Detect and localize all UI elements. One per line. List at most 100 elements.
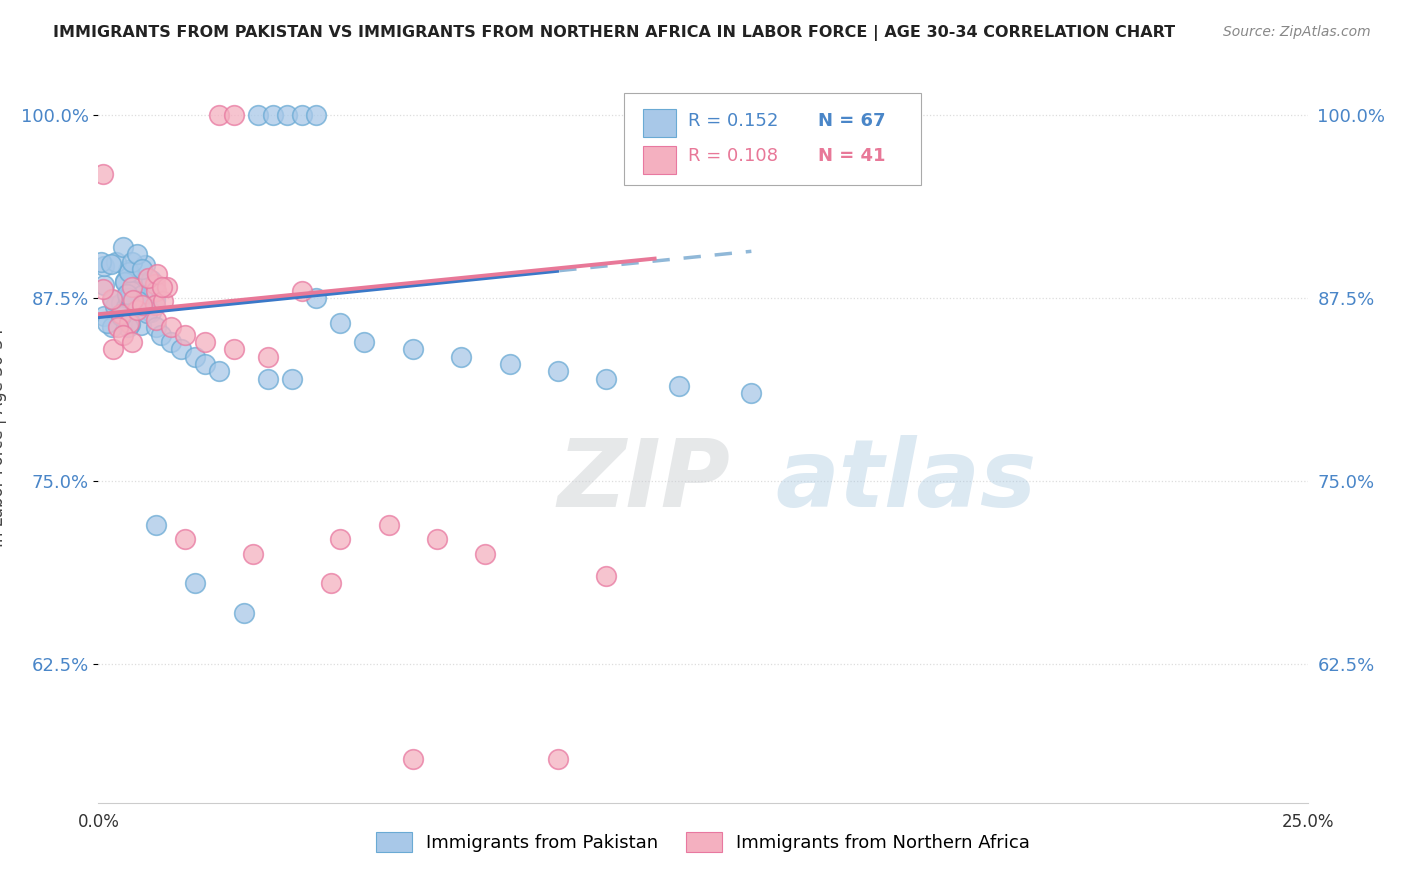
Point xyxy=(256,371,278,385)
Point xyxy=(105,254,128,268)
Point xyxy=(194,334,217,349)
Point xyxy=(174,327,197,342)
Point xyxy=(305,108,328,122)
Point xyxy=(121,254,143,268)
Point xyxy=(145,284,167,298)
Point xyxy=(93,259,115,273)
Point xyxy=(101,343,124,357)
Text: N = 41: N = 41 xyxy=(818,146,886,165)
Point xyxy=(110,295,132,310)
Point xyxy=(118,265,141,279)
Point xyxy=(377,517,399,532)
Point xyxy=(111,327,134,342)
Point xyxy=(276,108,298,122)
Point xyxy=(93,309,115,323)
Point xyxy=(125,303,148,318)
Point xyxy=(96,316,118,330)
Point xyxy=(146,267,169,281)
Point xyxy=(110,306,132,320)
Bar xyxy=(643,146,676,174)
Point xyxy=(141,305,163,319)
Point xyxy=(100,257,122,271)
Point xyxy=(136,270,159,285)
Point xyxy=(668,379,690,393)
Text: R = 0.108: R = 0.108 xyxy=(689,146,779,165)
Point xyxy=(134,259,156,273)
Text: atlas: atlas xyxy=(776,435,1036,527)
Point xyxy=(145,517,167,532)
Point xyxy=(118,316,141,330)
FancyBboxPatch shape xyxy=(624,94,921,185)
Point xyxy=(547,752,569,766)
Point xyxy=(117,320,139,334)
Point xyxy=(498,357,520,371)
Point xyxy=(329,533,352,547)
Point xyxy=(121,293,143,307)
Point xyxy=(135,306,157,320)
Point xyxy=(115,287,138,301)
Point xyxy=(353,334,375,349)
Point xyxy=(143,298,166,312)
Point xyxy=(142,283,165,297)
Point xyxy=(120,284,142,298)
Point xyxy=(110,310,132,324)
Point xyxy=(262,108,284,122)
Point xyxy=(329,316,352,330)
Point xyxy=(152,293,174,308)
Point xyxy=(595,569,617,583)
Point xyxy=(90,254,112,268)
Point xyxy=(104,299,127,313)
Point xyxy=(91,167,114,181)
Text: R = 0.152: R = 0.152 xyxy=(689,112,779,129)
Point xyxy=(595,371,617,385)
Point xyxy=(132,276,155,290)
Point xyxy=(114,275,136,289)
Point xyxy=(256,350,278,364)
Point xyxy=(194,357,217,371)
Point xyxy=(91,282,114,296)
Text: N = 67: N = 67 xyxy=(818,112,886,129)
Point xyxy=(101,320,124,334)
Bar xyxy=(643,110,676,137)
Point xyxy=(117,263,139,277)
Point xyxy=(290,284,312,298)
Y-axis label: In Labor Force | Age 30-34: In Labor Force | Age 30-34 xyxy=(0,327,7,547)
Point xyxy=(127,293,149,308)
Point xyxy=(131,298,153,312)
Point xyxy=(101,293,124,307)
Point xyxy=(281,371,304,385)
Point xyxy=(100,293,122,307)
Text: ZIP: ZIP xyxy=(558,435,731,527)
Point xyxy=(114,275,136,289)
Point xyxy=(242,547,264,561)
Point xyxy=(184,350,207,364)
Point xyxy=(547,364,569,378)
Point xyxy=(142,285,165,300)
Point xyxy=(115,300,138,314)
Point xyxy=(222,108,245,122)
Point xyxy=(305,291,328,305)
Point xyxy=(402,752,425,766)
Point xyxy=(129,318,152,332)
Point xyxy=(121,334,143,349)
Point xyxy=(319,576,342,591)
Point xyxy=(143,293,166,307)
Point xyxy=(156,280,179,294)
Point xyxy=(110,307,132,321)
Point xyxy=(93,278,115,293)
Point xyxy=(117,291,139,305)
Point xyxy=(247,108,270,122)
Text: Source: ZipAtlas.com: Source: ZipAtlas.com xyxy=(1223,25,1371,39)
Point xyxy=(169,343,191,357)
Point xyxy=(141,272,163,286)
Text: IMMIGRANTS FROM PAKISTAN VS IMMIGRANTS FROM NORTHERN AFRICA IN LABOR FORCE | AGE: IMMIGRANTS FROM PAKISTAN VS IMMIGRANTS F… xyxy=(53,25,1175,41)
Point xyxy=(740,386,762,401)
Legend: Immigrants from Pakistan, Immigrants from Northern Africa: Immigrants from Pakistan, Immigrants fro… xyxy=(368,824,1038,860)
Point xyxy=(184,576,207,591)
Point xyxy=(208,108,231,122)
Point xyxy=(426,533,449,547)
Point xyxy=(474,547,496,561)
Point xyxy=(145,320,167,334)
Point xyxy=(150,279,173,293)
Point xyxy=(121,280,143,294)
